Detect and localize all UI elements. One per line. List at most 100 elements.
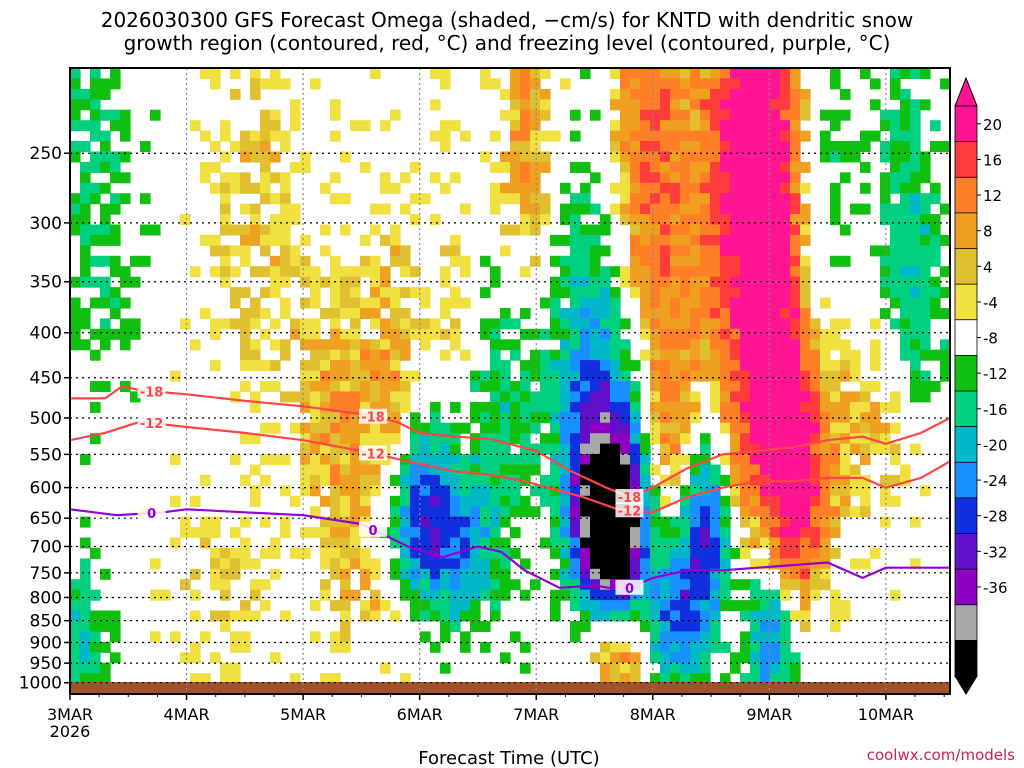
omega-cell	[390, 328, 401, 340]
omega-cell	[750, 328, 761, 340]
omega-cell	[240, 130, 251, 142]
omega-cell	[890, 443, 901, 455]
omega-cell	[300, 464, 311, 476]
omega-cell	[380, 433, 391, 445]
omega-cell	[690, 255, 701, 267]
omega-cell	[730, 172, 741, 184]
omega-cell	[490, 266, 501, 278]
omega-cell	[480, 454, 491, 465]
omega-cell	[600, 506, 611, 518]
omega-cell	[600, 600, 611, 612]
omega-cell	[630, 652, 641, 664]
omega-cell	[910, 370, 921, 382]
omega-cell	[370, 349, 381, 361]
omega-cell	[270, 537, 281, 549]
omega-cell	[610, 391, 621, 403]
omega-cell	[450, 506, 461, 518]
omega-cell	[790, 360, 801, 372]
omega-cell	[860, 506, 871, 518]
omega-cell	[880, 245, 891, 257]
omega-cell	[340, 610, 351, 622]
omega-cell	[700, 547, 711, 559]
omega-cell	[260, 234, 271, 246]
omega-cell	[890, 287, 901, 299]
omega-cell	[800, 547, 811, 559]
omega-cell	[300, 433, 311, 445]
omega-cell	[360, 266, 371, 278]
omega-cell	[440, 68, 451, 79]
omega-cell	[400, 495, 411, 507]
omega-cell	[830, 412, 841, 424]
omega-cell	[600, 495, 611, 507]
omega-cell	[70, 579, 81, 591]
omega-cell	[650, 464, 661, 476]
omega-cell	[860, 401, 871, 413]
omega-cell	[300, 474, 311, 486]
omega-cell	[270, 381, 281, 392]
omega-cell	[570, 360, 581, 372]
omega-cell	[390, 391, 401, 403]
omega-cell	[940, 78, 950, 90]
omega-cell	[580, 276, 591, 288]
omega-cell	[880, 485, 891, 497]
omega-cell	[730, 182, 741, 194]
omega-cell	[420, 474, 431, 486]
omega-cell	[940, 360, 950, 372]
omega-cell	[720, 287, 731, 299]
omega-cell	[870, 245, 881, 257]
omega-cell	[200, 516, 211, 528]
omega-cell	[570, 433, 581, 445]
omega-cell	[700, 558, 711, 570]
omega-cell	[750, 349, 761, 361]
omega-cell	[70, 224, 81, 236]
omega-cell	[520, 464, 531, 476]
omega-cell	[80, 579, 91, 591]
omega-cell	[890, 234, 901, 246]
omega-cell	[660, 589, 671, 601]
omega-cell	[360, 120, 371, 132]
omega-cell	[670, 151, 681, 163]
omega-cell	[680, 412, 691, 424]
omega-cell	[910, 203, 921, 215]
omega-cell	[470, 381, 481, 392]
omega-cell	[280, 391, 291, 403]
omega-cell	[800, 214, 811, 226]
omega-cell	[220, 255, 231, 267]
omega-cell	[710, 318, 721, 330]
omega-cell	[220, 673, 231, 685]
omega-cell	[680, 182, 691, 194]
omega-cell	[240, 151, 251, 163]
omega-cell	[670, 589, 681, 601]
omega-cell	[450, 245, 461, 257]
omega-cell	[310, 412, 321, 424]
omega-cell	[140, 255, 151, 267]
omega-cell	[780, 328, 791, 340]
omega-cell	[620, 276, 631, 288]
omega-cell	[840, 370, 851, 382]
omega-cell	[440, 141, 451, 152]
omega-cell	[650, 109, 661, 121]
omega-cell	[400, 255, 411, 267]
omega-cell	[490, 401, 501, 413]
omega-cell	[280, 193, 291, 205]
omega-cell	[810, 328, 821, 340]
omega-cell	[840, 454, 851, 465]
omega-cell	[510, 120, 521, 132]
omega-cell	[760, 621, 771, 632]
omega-cell	[540, 214, 551, 226]
omega-cell	[220, 558, 231, 570]
omega-cell	[220, 579, 231, 591]
omega-cell	[480, 506, 491, 518]
omega-cell	[890, 245, 901, 257]
omega-cell	[370, 558, 381, 570]
omega-cell	[560, 370, 571, 382]
omega-cell	[710, 568, 721, 580]
omega-cell	[670, 464, 681, 476]
omega-cell	[800, 109, 811, 121]
omega-cell	[550, 130, 561, 142]
omega-cell	[750, 234, 761, 246]
omega-cell	[520, 641, 531, 653]
omega-cell	[900, 328, 911, 340]
omega-cell	[530, 328, 541, 340]
omega-cell	[560, 454, 571, 465]
